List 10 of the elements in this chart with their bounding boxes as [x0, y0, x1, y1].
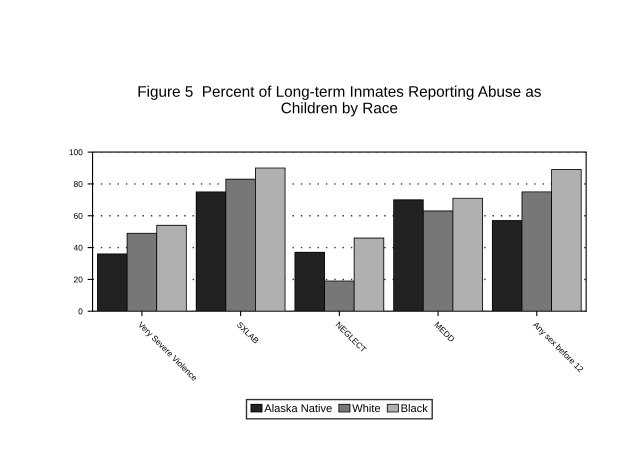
legend-label: Black	[402, 404, 428, 412]
y-tick-label: 0	[78, 308, 82, 314]
legend-label: White	[352, 404, 380, 412]
y-tick-label: 100	[70, 149, 83, 156]
y-tick-label: 80	[74, 181, 83, 188]
y-tick-label: 60	[74, 212, 83, 219]
legend-label: Alaska Native	[264, 404, 332, 412]
y-tick-label: 20	[74, 276, 83, 282]
chart-title: Figure 5 Percent of Long-term Inmates Reporting Abuse as Children by Race	[138, 86, 541, 116]
y-tick-label: 40	[74, 244, 83, 251]
